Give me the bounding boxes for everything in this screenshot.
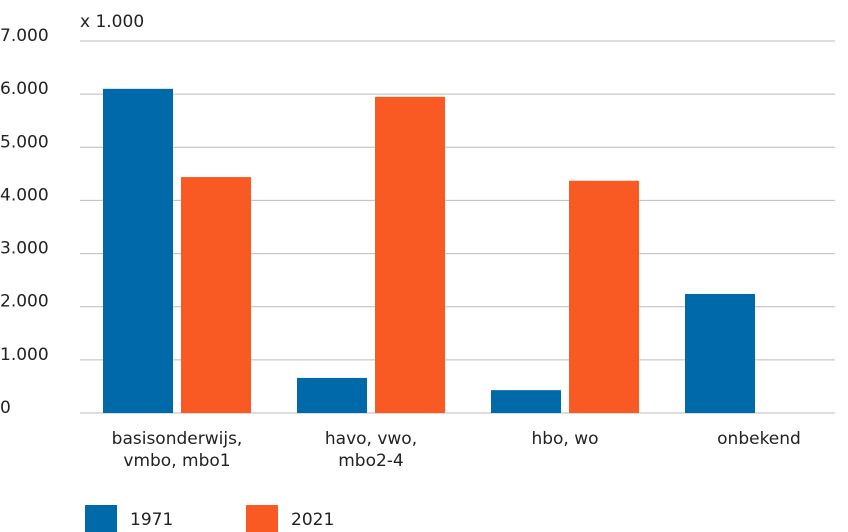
y-tick-label: 5.000: [0, 132, 49, 152]
bar: [103, 88, 173, 413]
bar: [685, 293, 755, 413]
y-unit-label: x 1.000: [80, 12, 144, 32]
y-tick-label: 7.000: [0, 26, 49, 46]
legend-swatch: [85, 505, 117, 532]
legend-swatch: [246, 505, 278, 532]
y-tick-label: 1.000: [0, 345, 49, 365]
x-tick-label: havo, vwo, mbo2-4: [324, 429, 418, 471]
x-tick-label: hbo, wo: [531, 429, 599, 449]
y-tick-label: 6.000: [0, 79, 49, 99]
y-tick-label: 4.000: [0, 185, 49, 205]
legend-label: 2021: [291, 510, 334, 530]
bar: [491, 390, 561, 413]
bar: [569, 180, 639, 413]
legend-label: 1971: [130, 510, 173, 530]
y-tick-label: 3.000: [0, 239, 49, 259]
y-tick-label: 0: [0, 398, 11, 418]
bar: [181, 177, 251, 413]
y-tick-label: 2.000: [0, 292, 49, 312]
x-tick-label: basisonderwijs, vmbo, mbo1: [111, 429, 243, 471]
x-tick-label: onbekend: [717, 429, 801, 449]
bar: [375, 96, 445, 414]
bar: [297, 377, 367, 413]
